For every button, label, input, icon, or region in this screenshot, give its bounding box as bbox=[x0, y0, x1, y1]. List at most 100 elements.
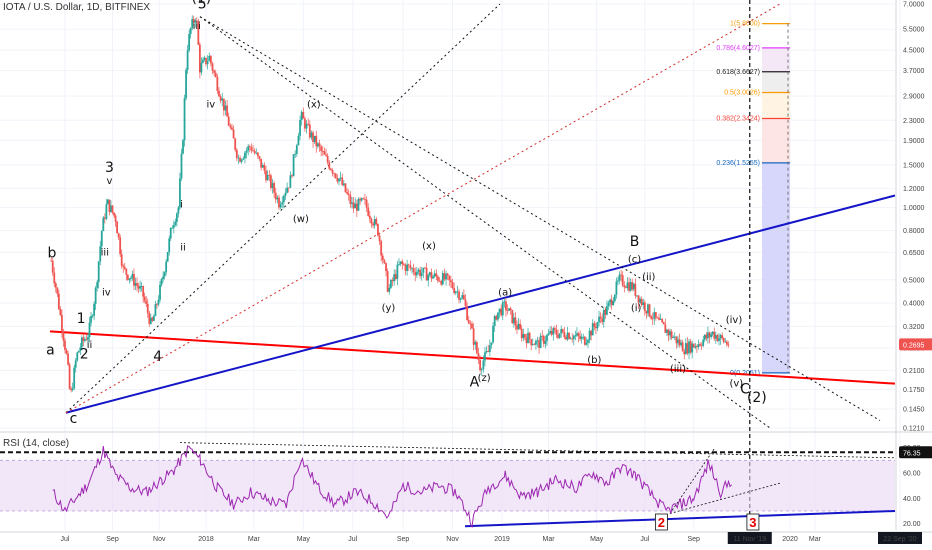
candle-body bbox=[677, 339, 679, 344]
candle-body bbox=[415, 271, 418, 276]
candle-body bbox=[474, 342, 477, 345]
candle-body bbox=[100, 231, 103, 247]
fib-band bbox=[762, 118, 790, 163]
candle-body bbox=[604, 310, 607, 315]
candle-body bbox=[520, 328, 523, 339]
candle-body bbox=[160, 279, 163, 285]
candle-body bbox=[493, 316, 496, 326]
candle-body bbox=[695, 346, 698, 348]
candle-body bbox=[146, 303, 149, 314]
candle-body bbox=[354, 203, 357, 209]
candle-body bbox=[464, 299, 467, 306]
candle-body bbox=[472, 328, 475, 345]
candle-body bbox=[501, 302, 504, 316]
candle-body bbox=[227, 116, 230, 126]
candle-body bbox=[131, 274, 134, 279]
candle-body bbox=[727, 344, 730, 346]
candle-body bbox=[126, 274, 129, 280]
candle-body bbox=[189, 28, 192, 35]
time-tick-label: Sep bbox=[106, 536, 119, 543]
candle-body bbox=[133, 274, 135, 286]
candle-body bbox=[613, 294, 616, 302]
candle-body bbox=[428, 272, 431, 276]
candle-body bbox=[407, 264, 410, 266]
candle-body bbox=[347, 193, 350, 196]
candle-body bbox=[475, 342, 478, 354]
candle-body bbox=[538, 340, 540, 348]
candle-body bbox=[62, 331, 65, 341]
candle-body bbox=[352, 202, 355, 209]
wave-label: (ii) bbox=[642, 272, 655, 283]
price-tick-label: 1.5000 bbox=[903, 162, 925, 169]
candle-body bbox=[125, 268, 128, 275]
candle-body bbox=[401, 261, 404, 265]
candle-body bbox=[522, 334, 525, 339]
candle-body bbox=[574, 335, 577, 337]
wave-label: (v) bbox=[729, 379, 743, 390]
black-dotted-line bbox=[199, 16, 771, 429]
candle-body bbox=[688, 341, 690, 354]
candle-body bbox=[139, 286, 141, 289]
candle-body bbox=[107, 199, 109, 205]
candle-body bbox=[265, 170, 267, 181]
candle-body bbox=[253, 150, 256, 154]
price-tick-label: 0.1450 bbox=[903, 407, 925, 414]
candle-body bbox=[509, 308, 512, 310]
candle-body bbox=[435, 273, 438, 277]
candle-body bbox=[471, 323, 473, 329]
candle-body bbox=[334, 173, 337, 179]
candle-body bbox=[647, 304, 649, 314]
candle-body bbox=[587, 339, 589, 343]
candle-body bbox=[703, 334, 706, 340]
wave-label: (iii) bbox=[670, 364, 686, 375]
candle-body bbox=[596, 322, 599, 329]
rsi-dotted-line bbox=[669, 447, 716, 514]
candle-body bbox=[368, 215, 371, 219]
candle-body bbox=[692, 343, 695, 348]
candle-body bbox=[224, 105, 227, 111]
candle-body bbox=[601, 318, 604, 323]
candle-body bbox=[632, 283, 635, 290]
candle-body bbox=[136, 283, 138, 286]
candle-body bbox=[188, 34, 191, 51]
wave-label: 5 bbox=[198, 0, 207, 13]
candle-body bbox=[547, 333, 550, 336]
wave-label: C bbox=[740, 382, 750, 398]
candle-body bbox=[658, 317, 660, 320]
candle-body bbox=[165, 261, 168, 273]
candle-body bbox=[443, 273, 446, 280]
price-tick-label: 2.9000 bbox=[903, 94, 925, 101]
candle-body bbox=[441, 273, 444, 285]
candle-body bbox=[394, 274, 397, 279]
candle-body bbox=[716, 335, 719, 342]
candle-body bbox=[71, 388, 74, 391]
candle-body bbox=[707, 332, 709, 339]
candle-body bbox=[508, 308, 511, 311]
candle-body bbox=[255, 152, 258, 154]
time-badge bbox=[727, 532, 772, 544]
candle-body bbox=[286, 187, 288, 193]
black-dotted-line bbox=[199, 16, 881, 421]
time-tick-label: Jul bbox=[640, 536, 649, 543]
candle-body bbox=[229, 125, 232, 128]
candle-body bbox=[174, 221, 177, 225]
time-badge-label: 22 Sep '20 bbox=[883, 536, 916, 543]
candle-body bbox=[531, 344, 534, 346]
candle-body bbox=[678, 339, 681, 346]
candle-body bbox=[585, 342, 588, 345]
candle-body bbox=[623, 285, 626, 288]
rsi-value-label: 76.35 bbox=[903, 450, 921, 457]
candle-body bbox=[577, 333, 580, 337]
candle-body bbox=[511, 309, 514, 324]
candle-body bbox=[87, 337, 89, 340]
price-tick-label: 0.6500 bbox=[903, 250, 925, 257]
candle-body bbox=[404, 264, 407, 272]
candle-body bbox=[344, 183, 347, 193]
candle-body bbox=[459, 298, 462, 300]
candle-body bbox=[432, 276, 434, 279]
candle-body bbox=[287, 187, 290, 189]
candle-body bbox=[302, 111, 305, 119]
candle-body bbox=[357, 198, 360, 211]
time-tick-label: Nov bbox=[446, 536, 459, 543]
